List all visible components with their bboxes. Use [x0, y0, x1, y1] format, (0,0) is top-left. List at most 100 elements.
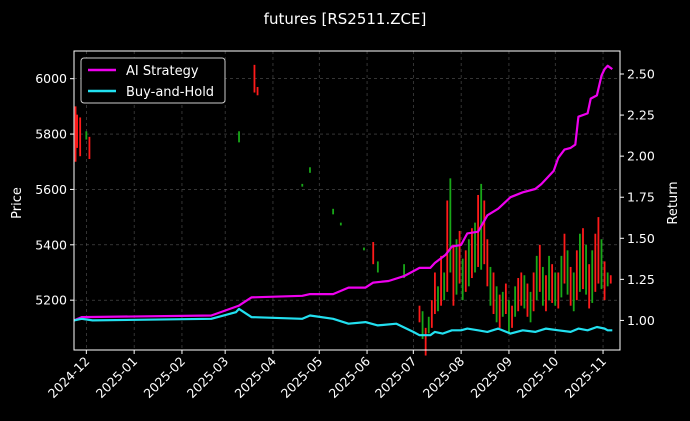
candle	[600, 239, 603, 290]
right-tick-label: 1.00	[627, 313, 655, 328]
candle	[256, 86, 259, 96]
legend-label-ai-strategy: AI Strategy	[126, 64, 199, 79]
candle	[520, 272, 523, 306]
candle	[597, 217, 600, 284]
candle	[538, 244, 541, 292]
plot-frame	[73, 50, 621, 351]
candle	[554, 272, 557, 306]
candle	[332, 208, 335, 215]
candle	[517, 278, 520, 312]
legend: AI Strategy Buy-and-Hold	[80, 57, 226, 104]
candle	[253, 64, 256, 93]
candle	[501, 291, 504, 317]
candle	[461, 258, 464, 301]
candle	[446, 200, 449, 292]
right-tick-label: 1.75	[627, 190, 655, 205]
candle	[458, 230, 461, 284]
left-axis-label: Price	[10, 187, 25, 219]
candle	[495, 286, 498, 323]
left-tick-label: 5600	[35, 182, 67, 197]
candle	[74, 106, 77, 162]
candle	[486, 239, 489, 287]
candle	[418, 305, 421, 323]
candle	[492, 272, 495, 315]
candle	[85, 131, 88, 140]
candle	[238, 131, 240, 143]
legend-box	[80, 57, 226, 104]
candle	[489, 266, 492, 306]
candle	[575, 250, 578, 301]
candle	[523, 275, 526, 309]
right-axis-label: Return	[666, 181, 681, 224]
candle	[474, 222, 476, 273]
candle	[532, 272, 535, 312]
candle	[588, 264, 591, 309]
candle	[609, 275, 612, 284]
candle	[541, 266, 544, 306]
right-axis: 1.00 1.25 1.50 1.75 2.00 2.25 2.50	[620, 67, 655, 328]
right-tick-label: 1.25	[627, 272, 655, 287]
left-tick-label: 6000	[35, 71, 67, 86]
candle	[603, 261, 606, 301]
candle	[606, 272, 609, 287]
series-line-buy-and-hold	[73, 307, 613, 337]
candle	[76, 114, 78, 148]
candle	[376, 261, 379, 273]
candle	[591, 250, 594, 303]
candle	[582, 228, 584, 290]
candle	[545, 275, 547, 312]
candle	[483, 200, 486, 265]
candle	[434, 272, 436, 315]
candle	[526, 283, 529, 317]
candle	[464, 250, 467, 292]
candle	[551, 264, 554, 303]
left-tick-label: 5400	[35, 237, 67, 252]
candle	[594, 233, 597, 292]
candle	[566, 250, 569, 295]
candle	[440, 255, 442, 306]
candle	[471, 228, 473, 279]
candle	[535, 255, 538, 301]
candle	[301, 183, 304, 187]
candle	[424, 327, 427, 356]
candle	[514, 286, 517, 317]
candle	[578, 233, 581, 292]
left-axis: 5200 5400 5600 5800 6000	[35, 71, 74, 308]
series-line-ai-strategy	[73, 64, 613, 322]
candle	[572, 272, 575, 312]
candle	[557, 272, 560, 309]
candle	[504, 283, 507, 315]
candle	[403, 264, 405, 279]
candle	[563, 233, 566, 284]
grid-lines	[74, 51, 620, 350]
candle	[430, 300, 433, 328]
candle	[508, 300, 510, 334]
candle	[498, 294, 501, 328]
candle	[560, 255, 563, 298]
candle	[467, 239, 470, 287]
candle	[569, 266, 572, 306]
right-tick-label: 2.00	[627, 149, 655, 164]
series-lines-layer	[73, 64, 613, 337]
right-tick-label: 2.50	[627, 67, 655, 82]
right-tick-label: 2.25	[627, 108, 655, 123]
candle	[88, 136, 91, 159]
candle	[449, 178, 452, 273]
chart-title: futures [RS2511.ZCE]	[264, 10, 427, 28]
right-tick-label: 1.50	[627, 231, 655, 246]
candle	[421, 311, 424, 339]
candle	[437, 286, 439, 312]
left-tick-label: 5800	[35, 127, 67, 142]
candle	[79, 117, 82, 157]
legend-label-buy-and-hold: Buy-and-Hold	[126, 85, 214, 100]
candle	[363, 247, 365, 251]
candle	[585, 244, 587, 295]
candle	[548, 255, 550, 301]
candle	[339, 222, 342, 226]
left-tick-label: 5200	[35, 293, 67, 308]
candle	[511, 305, 513, 328]
candle	[427, 316, 430, 334]
candle	[372, 242, 375, 265]
candle	[309, 167, 311, 173]
